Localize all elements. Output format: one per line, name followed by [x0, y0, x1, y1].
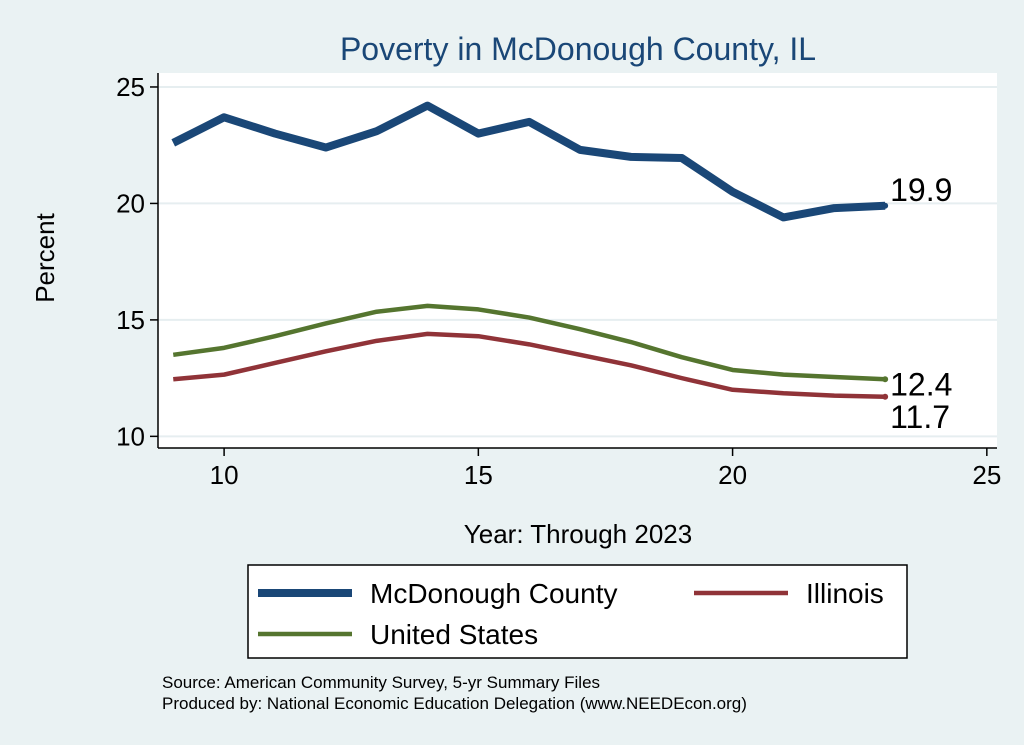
end-label: 11.7 [890, 399, 950, 435]
x-tick-label: 20 [718, 460, 747, 490]
series-line-2 [172, 303, 886, 382]
end-label: 19.9 [890, 172, 952, 208]
series-end-point [882, 376, 889, 383]
series-line-1 [173, 331, 886, 400]
y-axis-label: Percent [30, 212, 60, 302]
series-end-point [882, 202, 889, 209]
legend-box [247, 564, 908, 659]
series-line-0 [171, 101, 886, 222]
y-tick-label: 15 [116, 305, 145, 335]
y-axis-ticks: 10 15 20 25 [116, 72, 158, 451]
x-tick-label: 10 [210, 460, 239, 490]
produced-note: Produced by: National Economic Education… [162, 694, 747, 713]
y-tick-label: 25 [116, 72, 145, 102]
end-label: 12.4 [890, 366, 952, 402]
plot-area [158, 73, 997, 448]
x-tick-label: 15 [464, 460, 493, 490]
legend-label: Illinois [806, 578, 884, 609]
end-labels: 19.9 11.712.4 [890, 172, 952, 435]
legend-label: United States [370, 619, 538, 650]
series-lines [171, 101, 889, 400]
legend-label: McDonough County [370, 578, 617, 609]
y-tick-label: 10 [116, 421, 145, 451]
y-tick-label: 20 [116, 188, 145, 218]
x-axis-label: Year: Through 2023 [464, 519, 692, 549]
x-tick-label: 25 [972, 460, 1001, 490]
gridlines [158, 85, 997, 438]
x-axis-ticks: 10 15 20 25 [210, 448, 1001, 490]
chart-title: Poverty in McDonough County, IL [340, 31, 816, 67]
legend: McDonough County Illinois United States [247, 564, 908, 659]
axes [157, 73, 997, 449]
series-end-point [882, 393, 889, 400]
source-note: Source: American Community Survey, 5-yr … [162, 673, 600, 692]
